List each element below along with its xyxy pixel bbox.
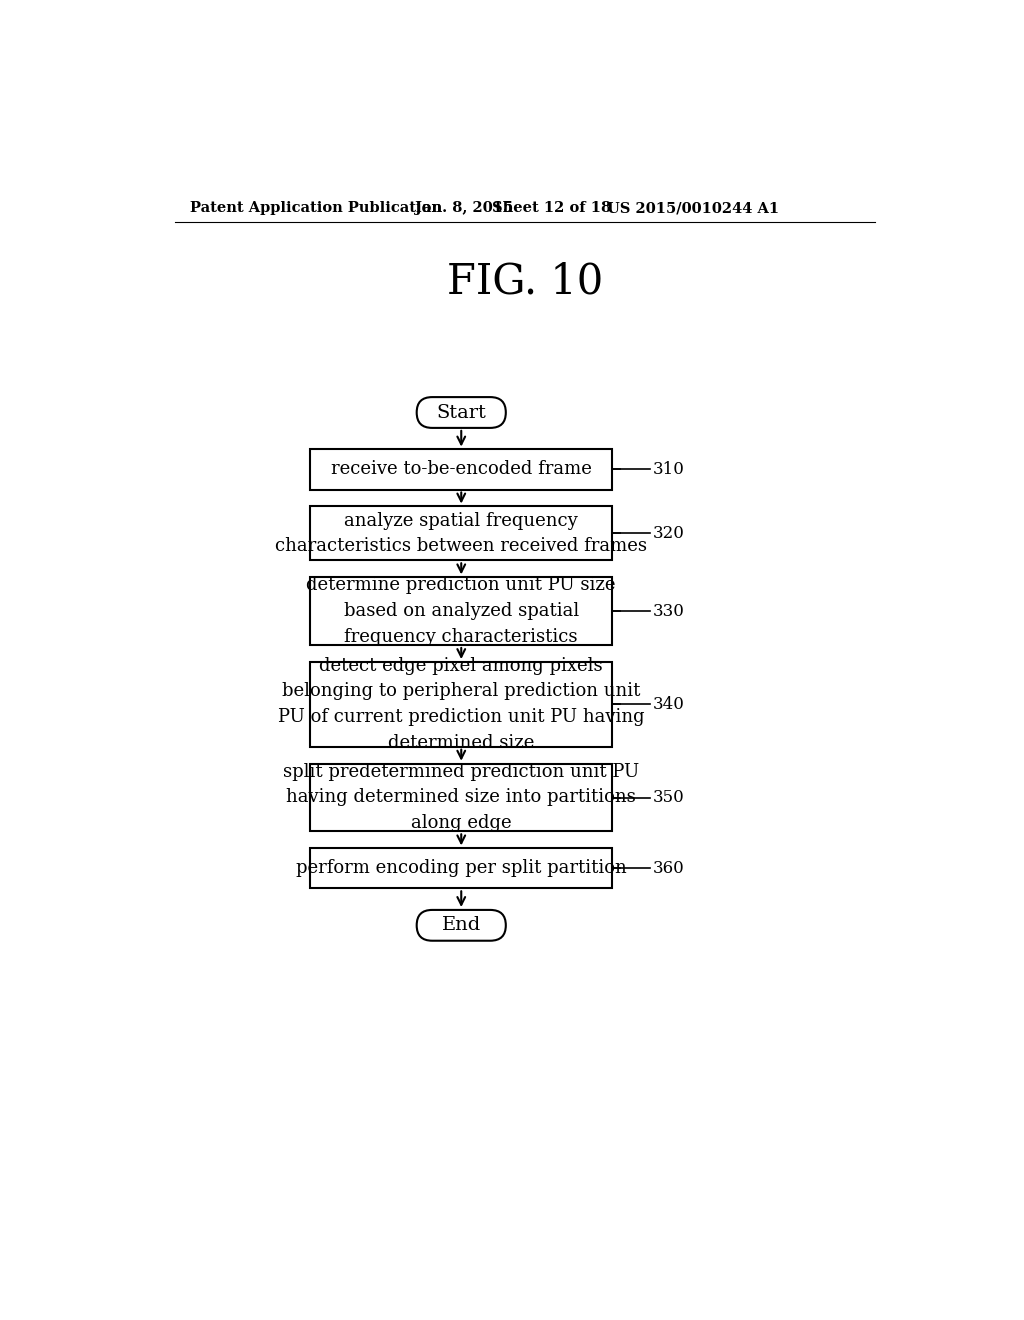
FancyBboxPatch shape bbox=[310, 663, 612, 747]
Text: 330: 330 bbox=[652, 603, 685, 619]
Text: US 2015/0010244 A1: US 2015/0010244 A1 bbox=[607, 202, 779, 215]
Text: 360: 360 bbox=[652, 859, 684, 876]
Text: perform encoding per split partition: perform encoding per split partition bbox=[296, 859, 627, 878]
FancyBboxPatch shape bbox=[310, 577, 612, 645]
FancyBboxPatch shape bbox=[310, 449, 612, 490]
Text: Patent Application Publication: Patent Application Publication bbox=[190, 202, 442, 215]
FancyBboxPatch shape bbox=[417, 909, 506, 941]
Text: analyze spatial frequency
characteristics between received frames: analyze spatial frequency characteristic… bbox=[275, 512, 647, 556]
Text: Sheet 12 of 18: Sheet 12 of 18 bbox=[493, 202, 611, 215]
Text: Jan. 8, 2015: Jan. 8, 2015 bbox=[415, 202, 513, 215]
Text: 350: 350 bbox=[652, 789, 684, 807]
Text: End: End bbox=[441, 916, 481, 935]
Text: receive to-be-encoded frame: receive to-be-encoded frame bbox=[331, 461, 592, 478]
Text: 320: 320 bbox=[652, 525, 685, 543]
Text: split predetermined prediction unit PU
having determined size into partitions
al: split predetermined prediction unit PU h… bbox=[283, 763, 639, 832]
FancyBboxPatch shape bbox=[417, 397, 506, 428]
FancyBboxPatch shape bbox=[310, 507, 612, 561]
Text: 310: 310 bbox=[652, 461, 685, 478]
Text: Start: Start bbox=[436, 404, 486, 421]
FancyBboxPatch shape bbox=[310, 849, 612, 888]
Text: detect edge pixel among pixels
belonging to peripheral prediction unit
PU of cur: detect edge pixel among pixels belonging… bbox=[278, 657, 644, 752]
FancyBboxPatch shape bbox=[310, 763, 612, 832]
Text: 340: 340 bbox=[652, 696, 685, 713]
Text: determine prediction unit PU size
based on analyzed spatial
frequency characteri: determine prediction unit PU size based … bbox=[306, 577, 616, 645]
Text: FIG. 10: FIG. 10 bbox=[446, 260, 603, 302]
